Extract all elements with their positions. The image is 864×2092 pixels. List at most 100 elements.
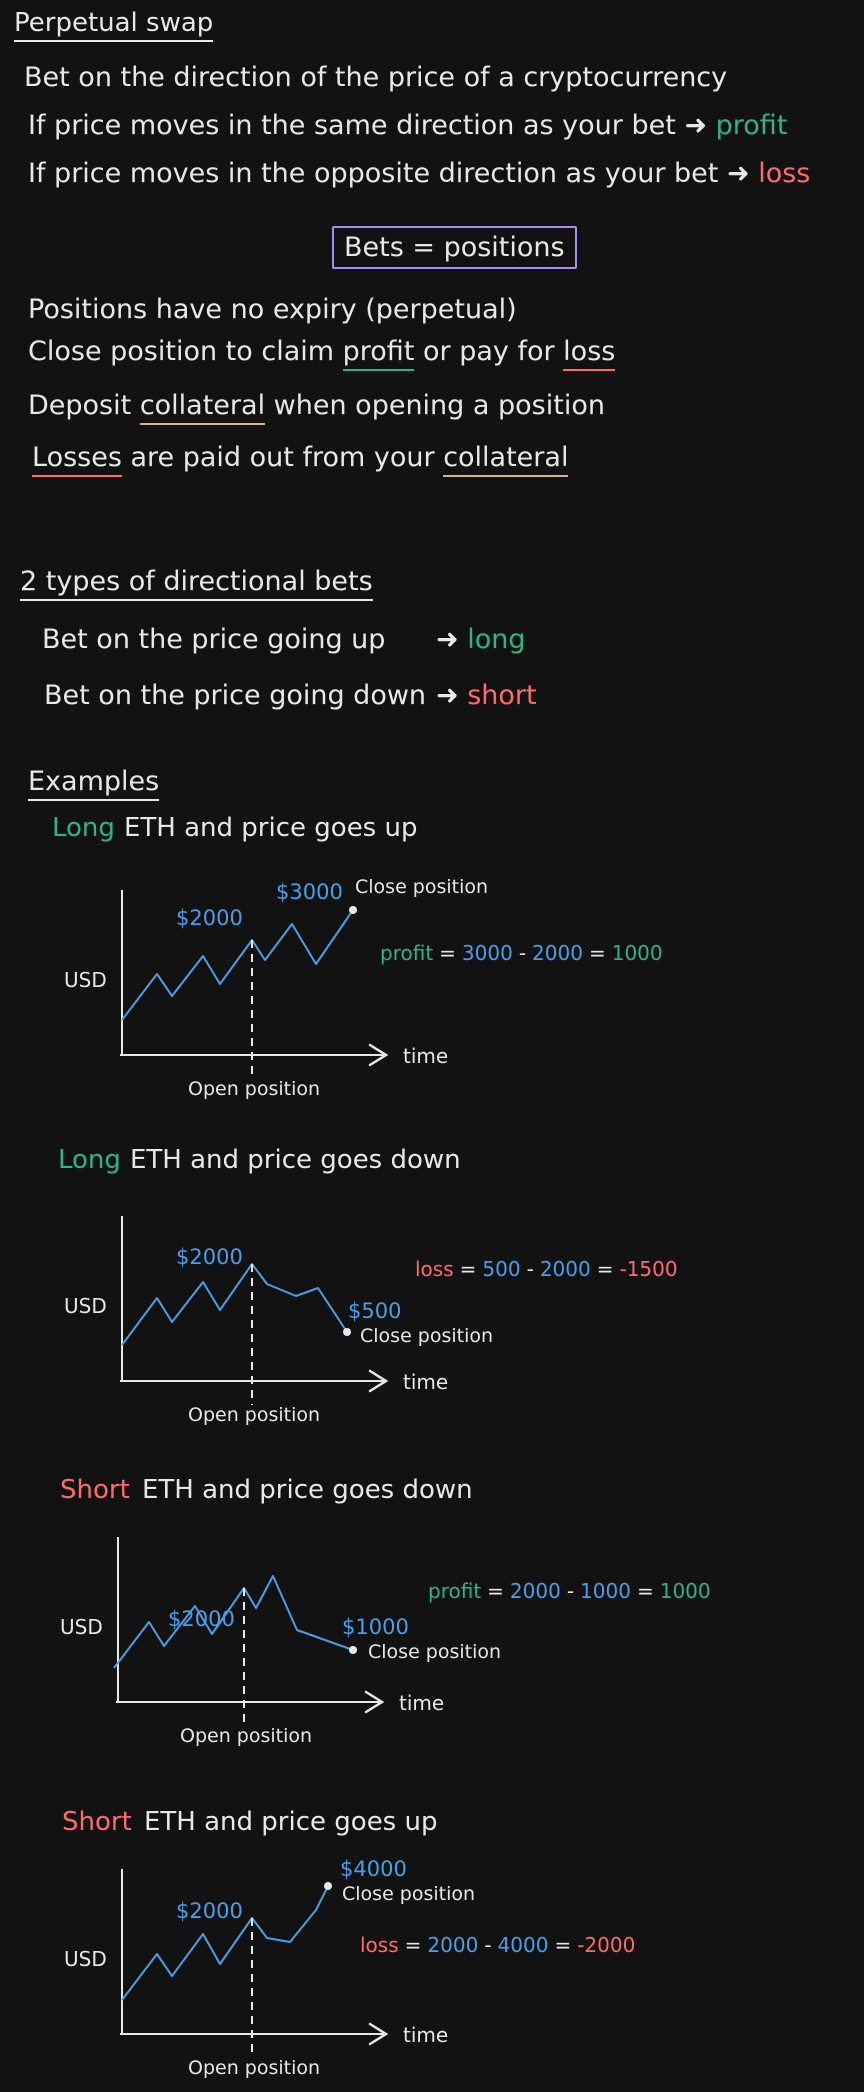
intro-line-2: If price moves in the same direction as … [28,110,787,141]
equation-result: 1000 [612,941,663,965]
loss-term: loss [563,336,616,371]
equation-operator: = [554,1933,571,1957]
intro-line-3: If price moves in the opposite direction… [28,158,810,189]
x-axis-arrow-icon [364,1690,385,1714]
open-position-label: Open position [188,1404,320,1426]
rule-text: Close position to claim [28,336,335,367]
rule-text: Deposit [28,390,132,421]
equation-operator: = [597,1257,614,1281]
bet-down-text: Bet on the price going down [44,680,427,711]
equation-operand: 3000 [462,941,513,965]
price-line [121,1885,329,2001]
example-position-label: Short [60,1475,130,1505]
close-position-label: Close position [355,876,488,898]
intro-line-1: Bet on the direction of the price of a c… [24,62,728,93]
equation-result: 1000 [660,1579,711,1603]
equation-operator: - [519,941,526,965]
open-position-label: Open position [180,1725,312,1747]
intro-line-2-text: If price moves in the same direction as … [28,110,676,141]
close-price-label: $4000 [340,1857,407,1881]
open-position-label: Open position [188,2057,320,2079]
arrow-right-icon: ➜ [436,680,468,711]
example-title-text: ETH and price goes down [142,1475,473,1505]
arrow-right-icon: ➜ [684,110,716,141]
arrow-right-icon: ➜ [726,158,759,189]
close-position-dot [343,1328,351,1336]
equation-operand: 2000 [532,941,583,965]
close-position-dot [349,1646,357,1654]
equation-label: profit [380,941,433,965]
y-axis-label: USD [60,1615,103,1639]
close-price-label: $3000 [276,880,343,904]
close-price-label: $500 [348,1299,401,1323]
types-heading: 2 types of directional bets [20,566,373,601]
rule-close-position: Close position to claim profit or pay fo… [28,336,616,371]
rule-no-expiry: Positions have no expiry (perpetual) [28,294,517,325]
page-title: Perpetual swap [14,8,214,42]
equation-operand: 2000 [540,1257,591,1281]
profit-term: profit [342,336,415,371]
equation-operator: = [637,1579,654,1603]
y-axis-label: USD [64,1294,107,1318]
example-title-text: ETH and price goes down [130,1145,461,1175]
example-position-label: Short [62,1807,132,1837]
collateral-term: collateral [139,390,266,425]
equation-operator: - [567,1579,574,1603]
equation-operand: 4000 [498,1933,549,1957]
x-axis-label: time [403,1044,448,1068]
x-axis-arrow-icon [368,1043,389,1067]
losses-term: Losses [32,442,122,477]
rule-deposit-collateral: Deposit collateral when opening a positi… [28,390,605,425]
x-axis-arrow-icon [368,1369,389,1393]
equation-result: -2000 [577,1933,635,1957]
close-price-label: $1000 [342,1615,409,1639]
equation-operand: 2000 [427,1933,478,1957]
example-title-text: ETH and price goes up [144,1807,437,1837]
example-position-label: Long [58,1145,121,1175]
price-line [121,1263,348,1346]
open-position-label: Open position [188,1078,320,1100]
bet-up-text: Bet on the price going up [42,624,386,655]
open-price-label: $2000 [176,1245,243,1269]
equation-operator: = [589,941,606,965]
intro-line-3-text: If price moves in the opposite direction… [28,158,719,189]
equation-operand: 1000 [580,1579,631,1603]
rule-text: when opening a position [273,390,605,421]
long-label: long [467,624,526,655]
equation-label: loss [415,1257,454,1281]
rule-text: or pay for [423,336,555,367]
profit-label: profit [715,110,788,141]
x-axis-label: time [399,1691,444,1715]
open-price-label: $2000 [176,1899,243,1923]
price-line [121,909,354,1021]
example-position-label: Long [52,813,115,843]
open-price-label: $2000 [168,1607,235,1631]
equation-operator: = [405,1933,422,1957]
equation-operator: = [460,1257,477,1281]
equation-label: loss [360,1933,399,1957]
y-axis-label: USD [64,968,107,992]
close-position-label: Close position [360,1325,493,1347]
bets-positions-box: Bets = positions [332,226,577,269]
bet-down-result: ➜ short [436,680,537,711]
x-axis-label: time [403,2023,448,2047]
examples-heading: Examples [28,766,160,801]
equation-operator: = [487,1579,504,1603]
equation-operator: - [527,1257,534,1281]
equation-operand: 2000 [510,1579,561,1603]
example-title-text: ETH and price goes up [124,813,417,843]
arrow-right-icon: ➜ [436,624,468,655]
equation-operator: = [439,941,456,965]
y-axis-label: USD [64,1947,107,1971]
close-position-label: Close position [368,1641,501,1663]
equation-operand: 500 [482,1257,520,1281]
price-line [113,1575,354,1669]
rule-text: are paid out from your [130,442,435,473]
equation-result: -1500 [619,1257,677,1281]
loss-label: loss [758,158,811,189]
bet-up-result: ➜ long [436,624,526,655]
equation-operator: - [484,1933,491,1957]
close-position-label: Close position [342,1883,475,1905]
close-position-dot [349,906,357,914]
